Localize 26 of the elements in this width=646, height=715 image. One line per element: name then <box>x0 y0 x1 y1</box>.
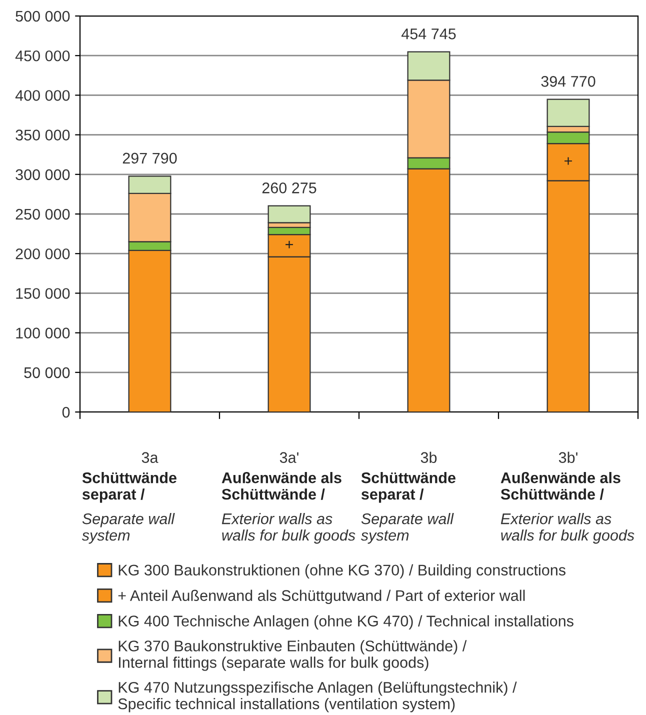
y-tick-label: 450 000 <box>15 50 70 62</box>
x-tick-label: 3a Schüttwände separat / Separate wall system <box>82 452 176 544</box>
total-label: 297 790 <box>122 152 177 164</box>
legend-label: KG 470 Nutzungsspezifische Anlagen (Belüftungstechnik) / Specific technical installations (ventilation system) <box>118 682 517 712</box>
y-tick-label: 300 000 <box>16 169 70 180</box>
y-tick-label: 400 000 <box>15 90 70 101</box>
legend-label: + Anteil Außenwand als Schüttgutwand / Part of exterior wall <box>118 590 525 604</box>
y-tick-label: 0 <box>62 406 70 418</box>
y-tick-label: 350 000 <box>16 130 70 140</box>
y-tick-label: 250 000 <box>16 208 70 220</box>
data-label: + <box>564 157 572 165</box>
y-tick-label: 50 000 <box>24 367 70 378</box>
legend-label: KG 370 Baukonstruktive Einbauten (Schüttwände) / Internal fittings (separate walls for bulk goods) <box>118 640 467 671</box>
legend-label: KG 400 Technische Anlagen (ohne KG 470) / Technical installations <box>118 615 574 630</box>
x-tick-label: 3b' Außenwände als Schüttwände / Exterior walls as walls for bulk goods <box>500 452 634 544</box>
y-tick-label: 100 000 <box>16 328 70 338</box>
total-label: 454 745 <box>401 28 456 40</box>
total-label: 394 770 <box>541 76 596 87</box>
legend-label: KG 300 Baukonstruktionen (ohne KG 370) / Building constructions <box>118 564 566 579</box>
x-tick-label: 3a' Außenwände als Schüttwände / Exterior walls as walls for bulk goods <box>222 452 356 544</box>
y-tick-label: 200 000 <box>16 248 70 260</box>
data-label: + <box>286 240 293 248</box>
total-label: 260 275 <box>262 182 316 194</box>
y-tick-label: 150 000 <box>16 288 70 299</box>
x-tick-label: 3b Schüttwände separat / Separate wall system <box>360 452 456 544</box>
y-tick-label: 500 000 <box>16 10 70 22</box>
